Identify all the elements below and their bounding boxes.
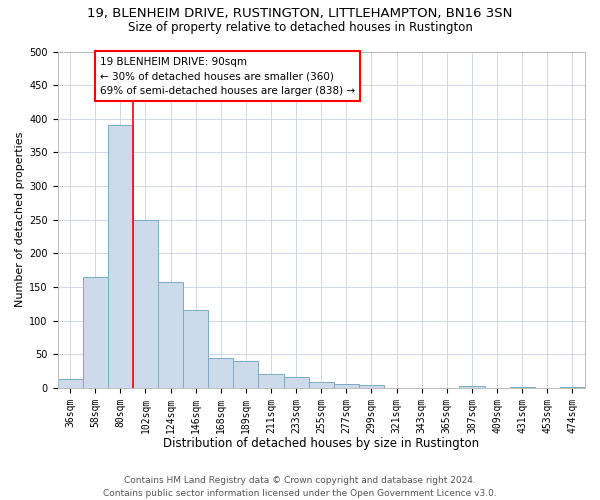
Text: 19 BLENHEIM DRIVE: 90sqm
← 30% of detached houses are smaller (360)
69% of semi-: 19 BLENHEIM DRIVE: 90sqm ← 30% of detach…	[100, 56, 355, 96]
X-axis label: Distribution of detached houses by size in Rustington: Distribution of detached houses by size …	[163, 437, 479, 450]
Text: Contains HM Land Registry data © Crown copyright and database right 2024.
Contai: Contains HM Land Registry data © Crown c…	[103, 476, 497, 498]
Bar	[183, 310, 208, 388]
Bar	[359, 385, 384, 388]
Bar	[58, 379, 83, 388]
Text: 19, BLENHEIM DRIVE, RUSTINGTON, LITTLEHAMPTON, BN16 3SN: 19, BLENHEIM DRIVE, RUSTINGTON, LITTLEHA…	[88, 8, 512, 20]
Bar	[133, 220, 158, 388]
Bar	[259, 374, 284, 388]
Bar	[460, 386, 485, 388]
Bar	[83, 277, 108, 388]
Bar	[233, 361, 259, 388]
Bar	[308, 382, 334, 388]
Text: Size of property relative to detached houses in Rustington: Size of property relative to detached ho…	[128, 21, 472, 34]
Bar	[509, 386, 535, 388]
Bar	[284, 377, 308, 388]
Y-axis label: Number of detached properties: Number of detached properties	[15, 132, 25, 308]
Bar	[208, 358, 233, 388]
Bar	[560, 386, 585, 388]
Bar	[108, 126, 133, 388]
Bar	[158, 282, 183, 388]
Bar	[334, 384, 359, 388]
